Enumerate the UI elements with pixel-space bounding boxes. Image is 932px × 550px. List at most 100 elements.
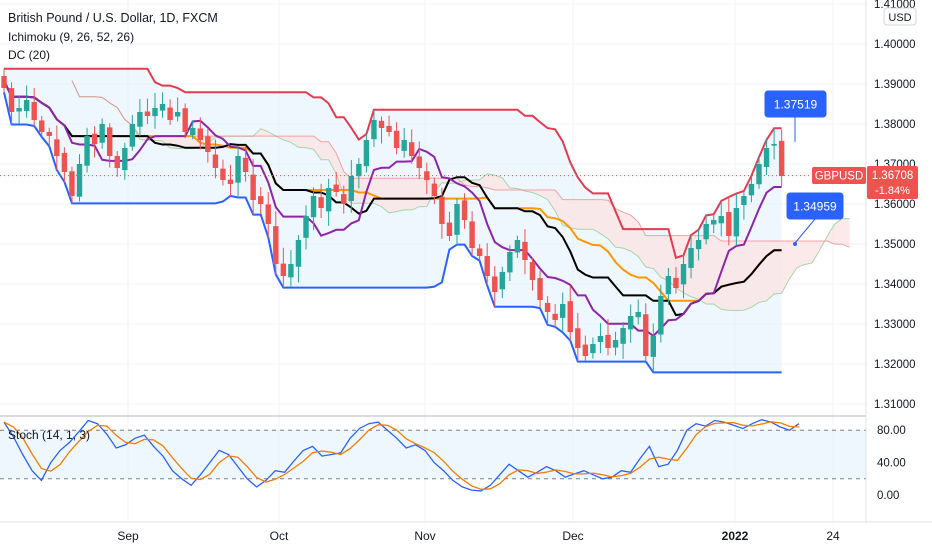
price-tick-label: 1.41000 [874,0,916,11]
candle [31,88,37,127]
candle [107,123,113,168]
candle-body [144,111,151,116]
candle [469,211,475,256]
candle [597,323,604,354]
candle [461,193,468,229]
current-price-tag[interactable]: 1.36708 -1.84% [867,166,918,199]
ichimoku-legend[interactable]: Ichimoku (9, 26, 52, 26) [8,30,135,44]
candle-body [303,216,309,238]
candle [69,166,75,204]
candle-body [439,196,445,224]
candle-body [84,136,90,166]
stoch-scale[interactable]: 80.00 40.00 0.00 [877,425,906,502]
currency-box[interactable]: USD [883,7,917,26]
candle-body [560,304,566,318]
candle-body [250,174,256,200]
candle-body [499,272,505,290]
candle [476,244,483,261]
candle-body [31,102,37,120]
candle [401,128,407,158]
time-label: 2022 [722,529,749,543]
ichimoku-cloud [72,80,850,311]
candle-body [348,176,354,201]
candlestick-series[interactable] [1,68,785,373]
candle-body [265,204,271,224]
candle [190,120,196,140]
candle-body [529,262,536,280]
candle-body [76,164,83,197]
candle [665,267,672,305]
donchian-band [4,68,782,373]
candle [76,154,83,202]
chart-title[interactable]: British Pound / U.S. Dollar, 1D, FXCM [8,11,218,25]
candle [635,299,641,325]
candle [582,335,589,362]
stoch-legend[interactable]: Stoch (14, 1, 3) [8,428,91,442]
candle-body [1,76,7,88]
time-axis[interactable]: Sep Oct Nov Dec 2022 24 [117,529,840,543]
candle [627,304,634,343]
donchian-lower [3,92,782,374]
candle [492,265,498,307]
candle-body [446,222,453,236]
candle [703,215,709,245]
candle [605,319,611,356]
candle [46,127,52,147]
symbol-tag[interactable]: GBPUSD [812,167,866,184]
price-scale[interactable]: 1.410001.400001.390001.380001.370001.360… [874,0,916,411]
stoch-tick-label: 0.00 [877,490,899,502]
candle [288,250,294,287]
candle-body [711,220,717,225]
candle [91,126,98,158]
candle-body [650,336,656,357]
candle-body [605,334,611,348]
candle [431,177,438,205]
candle-body [220,168,226,180]
candle [778,129,785,187]
candle-body [620,328,626,344]
low-callout[interactable]: 1.34959 [786,192,844,246]
candle [363,133,370,173]
candle-body [409,142,415,156]
candle [590,337,596,359]
candle-body [114,156,120,168]
candle [235,146,241,198]
candle [280,247,287,288]
candle-body [273,226,279,264]
candle-body [567,301,573,332]
candle [54,125,60,171]
candle-body [778,140,785,176]
candle-body [756,164,762,185]
candle-body [590,344,596,354]
candle-body [371,120,377,140]
high-callout[interactable]: 1.37519 [764,90,827,142]
candle [718,200,724,237]
candle-body [227,179,234,184]
candle-body [325,188,332,212]
indicator-lines [3,67,850,374]
stoch-k-line [3,419,800,492]
candle [205,127,211,163]
price-tick-label: 1.35000 [874,239,916,251]
candle [424,162,430,194]
candle-body [476,248,483,256]
candle-body [771,144,777,146]
candle [522,229,528,275]
candle-body [122,148,128,171]
candle [454,198,460,245]
candle [295,235,302,283]
candle-body [612,340,619,348]
candle [643,303,649,362]
candle [650,323,656,373]
candle [409,129,415,164]
candle [356,158,362,189]
candle [303,205,309,250]
candle-body [673,277,679,288]
candle [499,266,505,299]
candle-body [182,108,188,132]
symbol-label: GBPUSD [815,171,864,183]
candle [612,331,619,356]
candle [688,235,694,279]
donchian-legend[interactable]: DC (20) [8,48,51,62]
